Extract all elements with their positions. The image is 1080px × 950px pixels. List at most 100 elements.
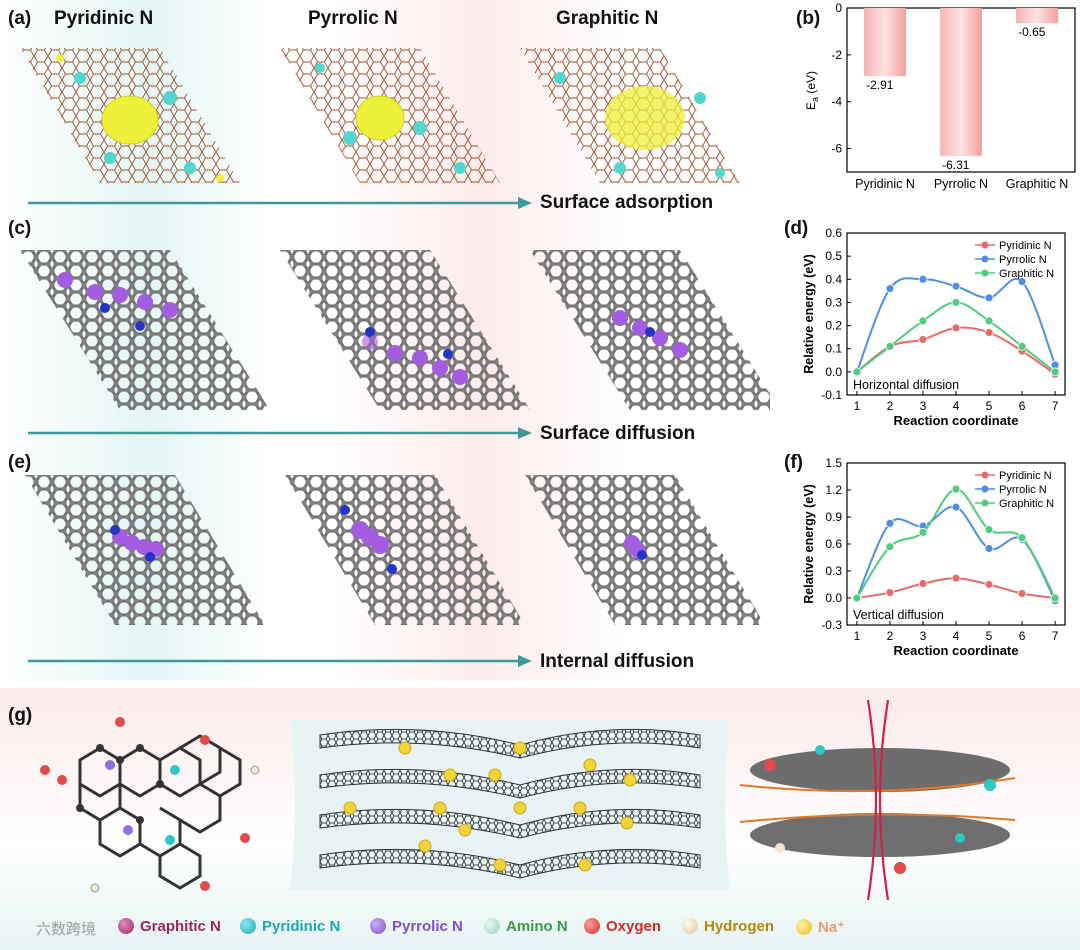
structure-pyridinic-internal-diffusion <box>25 475 265 625</box>
x-tick-label: Graphitic N <box>1006 177 1069 191</box>
legend-label: Pyrrolic N <box>392 918 463 935</box>
legend-label: Pyrrolic N <box>999 484 1047 496</box>
data-point <box>951 573 961 583</box>
legend-label: Amino N <box>506 918 568 935</box>
y-axis-label: Relative energy (eV) <box>802 254 816 374</box>
structure-pyrrolic-charge-density <box>280 48 500 183</box>
x-axis-label: Reaction coordinate <box>894 413 1019 428</box>
legend-marker <box>981 255 989 263</box>
data-point <box>1050 367 1060 377</box>
x-tick-label: 5 <box>986 399 993 413</box>
y-axis-label-unit: (eV) <box>804 71 818 97</box>
flow-arrows <box>28 197 532 667</box>
x-tick-label: 7 <box>1052 629 1059 643</box>
atom-icon <box>584 918 600 934</box>
y-tick-label: -6 <box>831 142 842 156</box>
y-tick-label: 0.3 <box>825 564 842 578</box>
panel-c-structures <box>20 250 770 410</box>
legend-marker <box>981 471 989 479</box>
atom-icon <box>370 918 386 934</box>
y-tick-label: 1.5 <box>825 456 842 470</box>
column-title-pyridinic: Pyridinic N <box>54 8 154 29</box>
y-tick-label: -4 <box>831 95 842 109</box>
chart-f-vertical-diffusion: -0.3 0.0 0.3 0.6 0.9 1.2 1.5 1 2 3 4 5 6 7 Reaction co… <box>802 456 1066 658</box>
bar <box>1016 8 1058 24</box>
data-point <box>951 281 961 291</box>
y-axis-label: Ea (eV) <box>804 71 820 110</box>
legend-label: Graphitic N <box>999 498 1054 510</box>
molecule-atoms <box>40 717 260 893</box>
x-tick-label: Pyridinic N <box>855 177 915 191</box>
y-tick-label: 0.9 <box>825 510 842 524</box>
legend-label: Pyridinic N <box>262 918 341 935</box>
data-point <box>1050 593 1060 603</box>
data-point <box>918 527 928 537</box>
x-tick-label: 3 <box>920 629 927 643</box>
data-point <box>1017 277 1027 286</box>
y-tick-label: 0.0 <box>825 591 842 605</box>
legend-label: Pyrrolic N <box>999 254 1047 266</box>
data-point <box>951 484 961 494</box>
legend-item-pyrrolic: Pyrrolic N <box>370 918 463 935</box>
data-point <box>918 316 928 326</box>
x-tick-label: 7 <box>1052 399 1059 413</box>
chart-annotation: Vertical diffusion <box>853 608 944 622</box>
data-point <box>852 593 862 603</box>
y-tick-label: 0.4 <box>825 272 842 286</box>
atom-icon <box>118 918 134 934</box>
y-tick-label: 0.6 <box>825 537 842 551</box>
x-tick-label: 3 <box>920 399 927 413</box>
panel-label-g: (g) <box>8 705 33 726</box>
panel-label-c: (c) <box>8 218 32 239</box>
bar <box>940 8 982 156</box>
x-tick-label: 1 <box>854 629 861 643</box>
bar-data-label: -2.91 <box>866 78 894 92</box>
atom-icon <box>240 918 256 934</box>
atom-icon <box>796 919 812 935</box>
y-tick-label: 0.1 <box>825 342 842 356</box>
x-tick-label: 2 <box>887 399 894 413</box>
data-point <box>984 328 994 337</box>
series-line <box>856 301 1056 373</box>
structure-graphitic-charge-density <box>520 48 740 183</box>
x-tick-label: 6 <box>1019 399 1026 413</box>
column-title-pyrrolic: Pyrrolic N <box>308 8 398 29</box>
x-tick-label: 5 <box>986 629 993 643</box>
legend-label: Oxygen <box>606 918 662 935</box>
label-surface-diffusion: Surface diffusion <box>540 423 696 444</box>
y-tick-label: -2 <box>831 48 842 62</box>
data-point <box>984 525 994 534</box>
panel-e-structures <box>25 475 765 625</box>
legend-label: Hydrogen <box>704 918 775 935</box>
y-tick-label: 1.2 <box>825 483 842 497</box>
data-point <box>885 518 895 528</box>
data-point <box>984 580 994 589</box>
legend-label: Pyridinic N <box>999 240 1052 252</box>
y-tick-label: 0.2 <box>825 319 842 333</box>
chart-d-horizontal-diffusion: -0.1 0.0 0.1 0.2 0.3 0.4 0.5 0.6 1 2 3 4 5 6 7 Reaction… <box>802 226 1066 428</box>
structure-pyrrolic-surface-diffusion <box>280 250 530 410</box>
molecule-n-doped-graphene-fragment <box>78 734 242 890</box>
legend-marker <box>981 499 989 507</box>
x-tick-label: 1 <box>854 399 861 413</box>
y-tick-label: 0 <box>835 1 842 15</box>
data-point <box>918 579 928 589</box>
legend-label: Graphitic N <box>999 268 1054 280</box>
y-tick-label: 0.6 <box>825 226 842 240</box>
x-tick-label: 4 <box>953 629 960 643</box>
legend-marker <box>981 241 989 249</box>
y-tick-label: 0.5 <box>825 249 842 263</box>
y-tick-label: 0.0 <box>825 365 842 379</box>
bar <box>864 8 906 77</box>
legend-item-sodium: Na⁺ <box>796 918 845 936</box>
legend-label: Na⁺ <box>818 919 846 936</box>
graphene-bilayer-diffusion <box>739 699 1016 901</box>
label-surface-adsorption: Surface adsorption <box>540 192 714 213</box>
x-tick-label: Pyrrolic N <box>934 177 988 191</box>
layered-graphene-sheets <box>319 728 701 879</box>
chart-annotation: Horizontal diffusion <box>853 378 959 392</box>
legend-item-pyridinic: Pyridinic N <box>240 918 340 935</box>
structure-pyrrolic-internal-diffusion <box>285 475 525 625</box>
panel-label-b: (b) <box>796 8 821 29</box>
data-point <box>885 284 895 293</box>
